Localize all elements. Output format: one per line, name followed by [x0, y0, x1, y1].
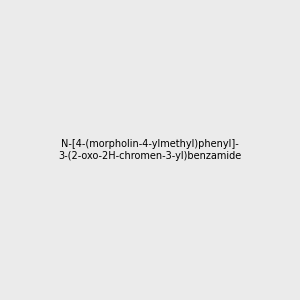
Text: N-[4-(morpholin-4-ylmethyl)phenyl]-
3-(2-oxo-2H-chromen-3-yl)benzamide: N-[4-(morpholin-4-ylmethyl)phenyl]- 3-(2…: [58, 139, 242, 161]
